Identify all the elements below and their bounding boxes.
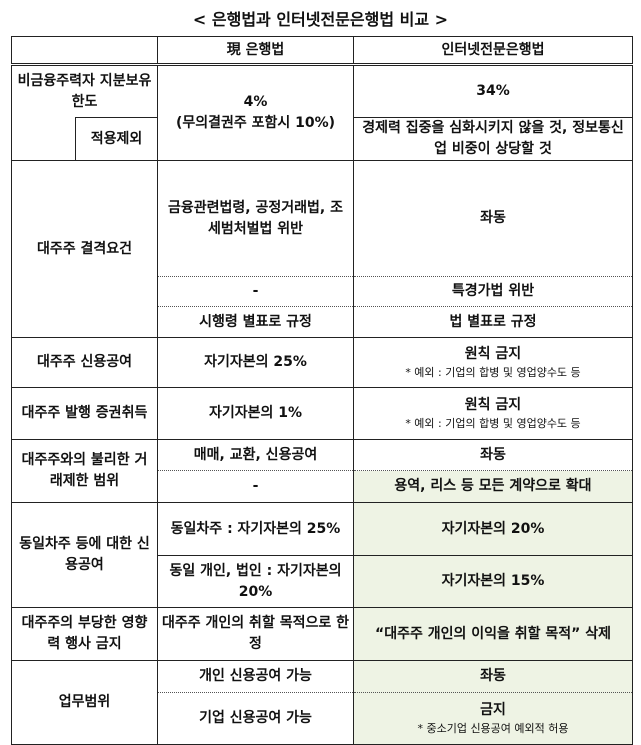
blank-cell <box>11 117 76 161</box>
current-cell: 동일차주 : 자기자본의 25% <box>157 502 354 556</box>
internet-cell: 자기자본의 15% <box>353 555 633 608</box>
internet-cell: 용역, 리스 등 모든 계약으로 확대 <box>353 470 633 503</box>
header-internet-law: 인터넷전문은행법 <box>353 36 633 66</box>
current-cell: 자기자본의 1% <box>157 387 354 440</box>
internet-cell: 법 별표로 규정 <box>353 306 633 338</box>
internet-main: 금지 <box>480 702 506 718</box>
row-label: 대주주와의 불리한 거래제한 범위 <box>11 439 158 503</box>
row-label: 동일차주 등에 대한 신용공여 <box>11 502 158 608</box>
sub-label: 적용제외 <box>75 117 158 161</box>
current-main: 4% <box>243 94 268 110</box>
internet-main: 원칙 금지 <box>464 397 522 413</box>
row-label: 대주주 발행 증권취득 <box>11 387 158 440</box>
internet-cell: “대주주 개인의 이익을 취할 목적” 삭제 <box>353 607 633 661</box>
internet-cell: 금지 * 중소기업 신용공여 예외적 허용 <box>353 692 633 745</box>
current-cell: 4% (무의결권주 포함시 10%) <box>157 64 354 161</box>
internet-cell: 자기자본의 20% <box>353 502 633 556</box>
internet-cell: 좌동 <box>353 660 633 693</box>
note: * 예외 : 기업의 합병 및 영업양수도 등 <box>405 366 581 379</box>
internet-cell: 경제력 집중을 심화시키지 않을 것, 정보통신업 비중이 상당할 것 <box>353 117 633 161</box>
note: * 예외 : 기업의 합병 및 영업양수도 등 <box>405 417 581 430</box>
row-label: 대주주의 부당한 영향력 행사 금지 <box>11 607 158 661</box>
header-row: 現 은행법 인터넷전문은행법 <box>11 36 633 66</box>
internet-cell: 좌동 <box>353 160 633 277</box>
current-cell: - <box>157 276 354 307</box>
internet-cell: 원칙 금지 * 예외 : 기업의 합병 및 영업양수도 등 <box>353 337 633 388</box>
row-label: 업무범위 <box>11 660 158 745</box>
row-label: 대주주 신용공여 <box>11 337 158 388</box>
current-cell: 자기자본의 25% <box>157 337 354 388</box>
note: * 중소기업 신용공여 예외적 허용 <box>417 722 569 735</box>
internet-cell: 특경가법 위반 <box>353 276 633 307</box>
current-cell: 금융관련법령, 공정거래법, 조세범처벌법 위반 <box>157 160 354 277</box>
current-cell: - <box>157 470 354 503</box>
current-cell: 개인 신용공여 가능 <box>157 660 354 693</box>
header-current-law: 現 은행법 <box>157 36 354 66</box>
row-label: 비금융주력자 지분보유 한도 <box>11 64 158 118</box>
current-cell: 기업 신용공여 가능 <box>157 692 354 745</box>
current-sub: (무의결권주 포함시 10%) <box>175 115 336 131</box>
comparison-table: 現 은행법 인터넷전문은행법 비금융주력자 지분보유 한도 4% (무의결권주 포… <box>11 36 633 745</box>
internet-cell: 좌동 <box>353 439 633 471</box>
header-empty <box>11 36 158 66</box>
current-cell: 대주주 개인의 취할 목적으로 한정 <box>157 607 354 661</box>
row-label: 대주주 결격요건 <box>11 160 158 338</box>
internet-cell: 34% <box>353 64 633 118</box>
internet-cell: 원칙 금지 * 예외 : 기업의 합병 및 영업양수도 등 <box>353 387 633 440</box>
current-cell: 매매, 교환, 신용공여 <box>157 439 354 471</box>
current-cell: 시행령 별표로 규정 <box>157 306 354 338</box>
page-title: < 은행법과 인터넷전문은행법 비교 > <box>192 10 449 29</box>
internet-main: 원칙 금지 <box>464 346 522 362</box>
current-cell: 동일 개인, 법인 : 자기자본의 20% <box>157 555 354 608</box>
